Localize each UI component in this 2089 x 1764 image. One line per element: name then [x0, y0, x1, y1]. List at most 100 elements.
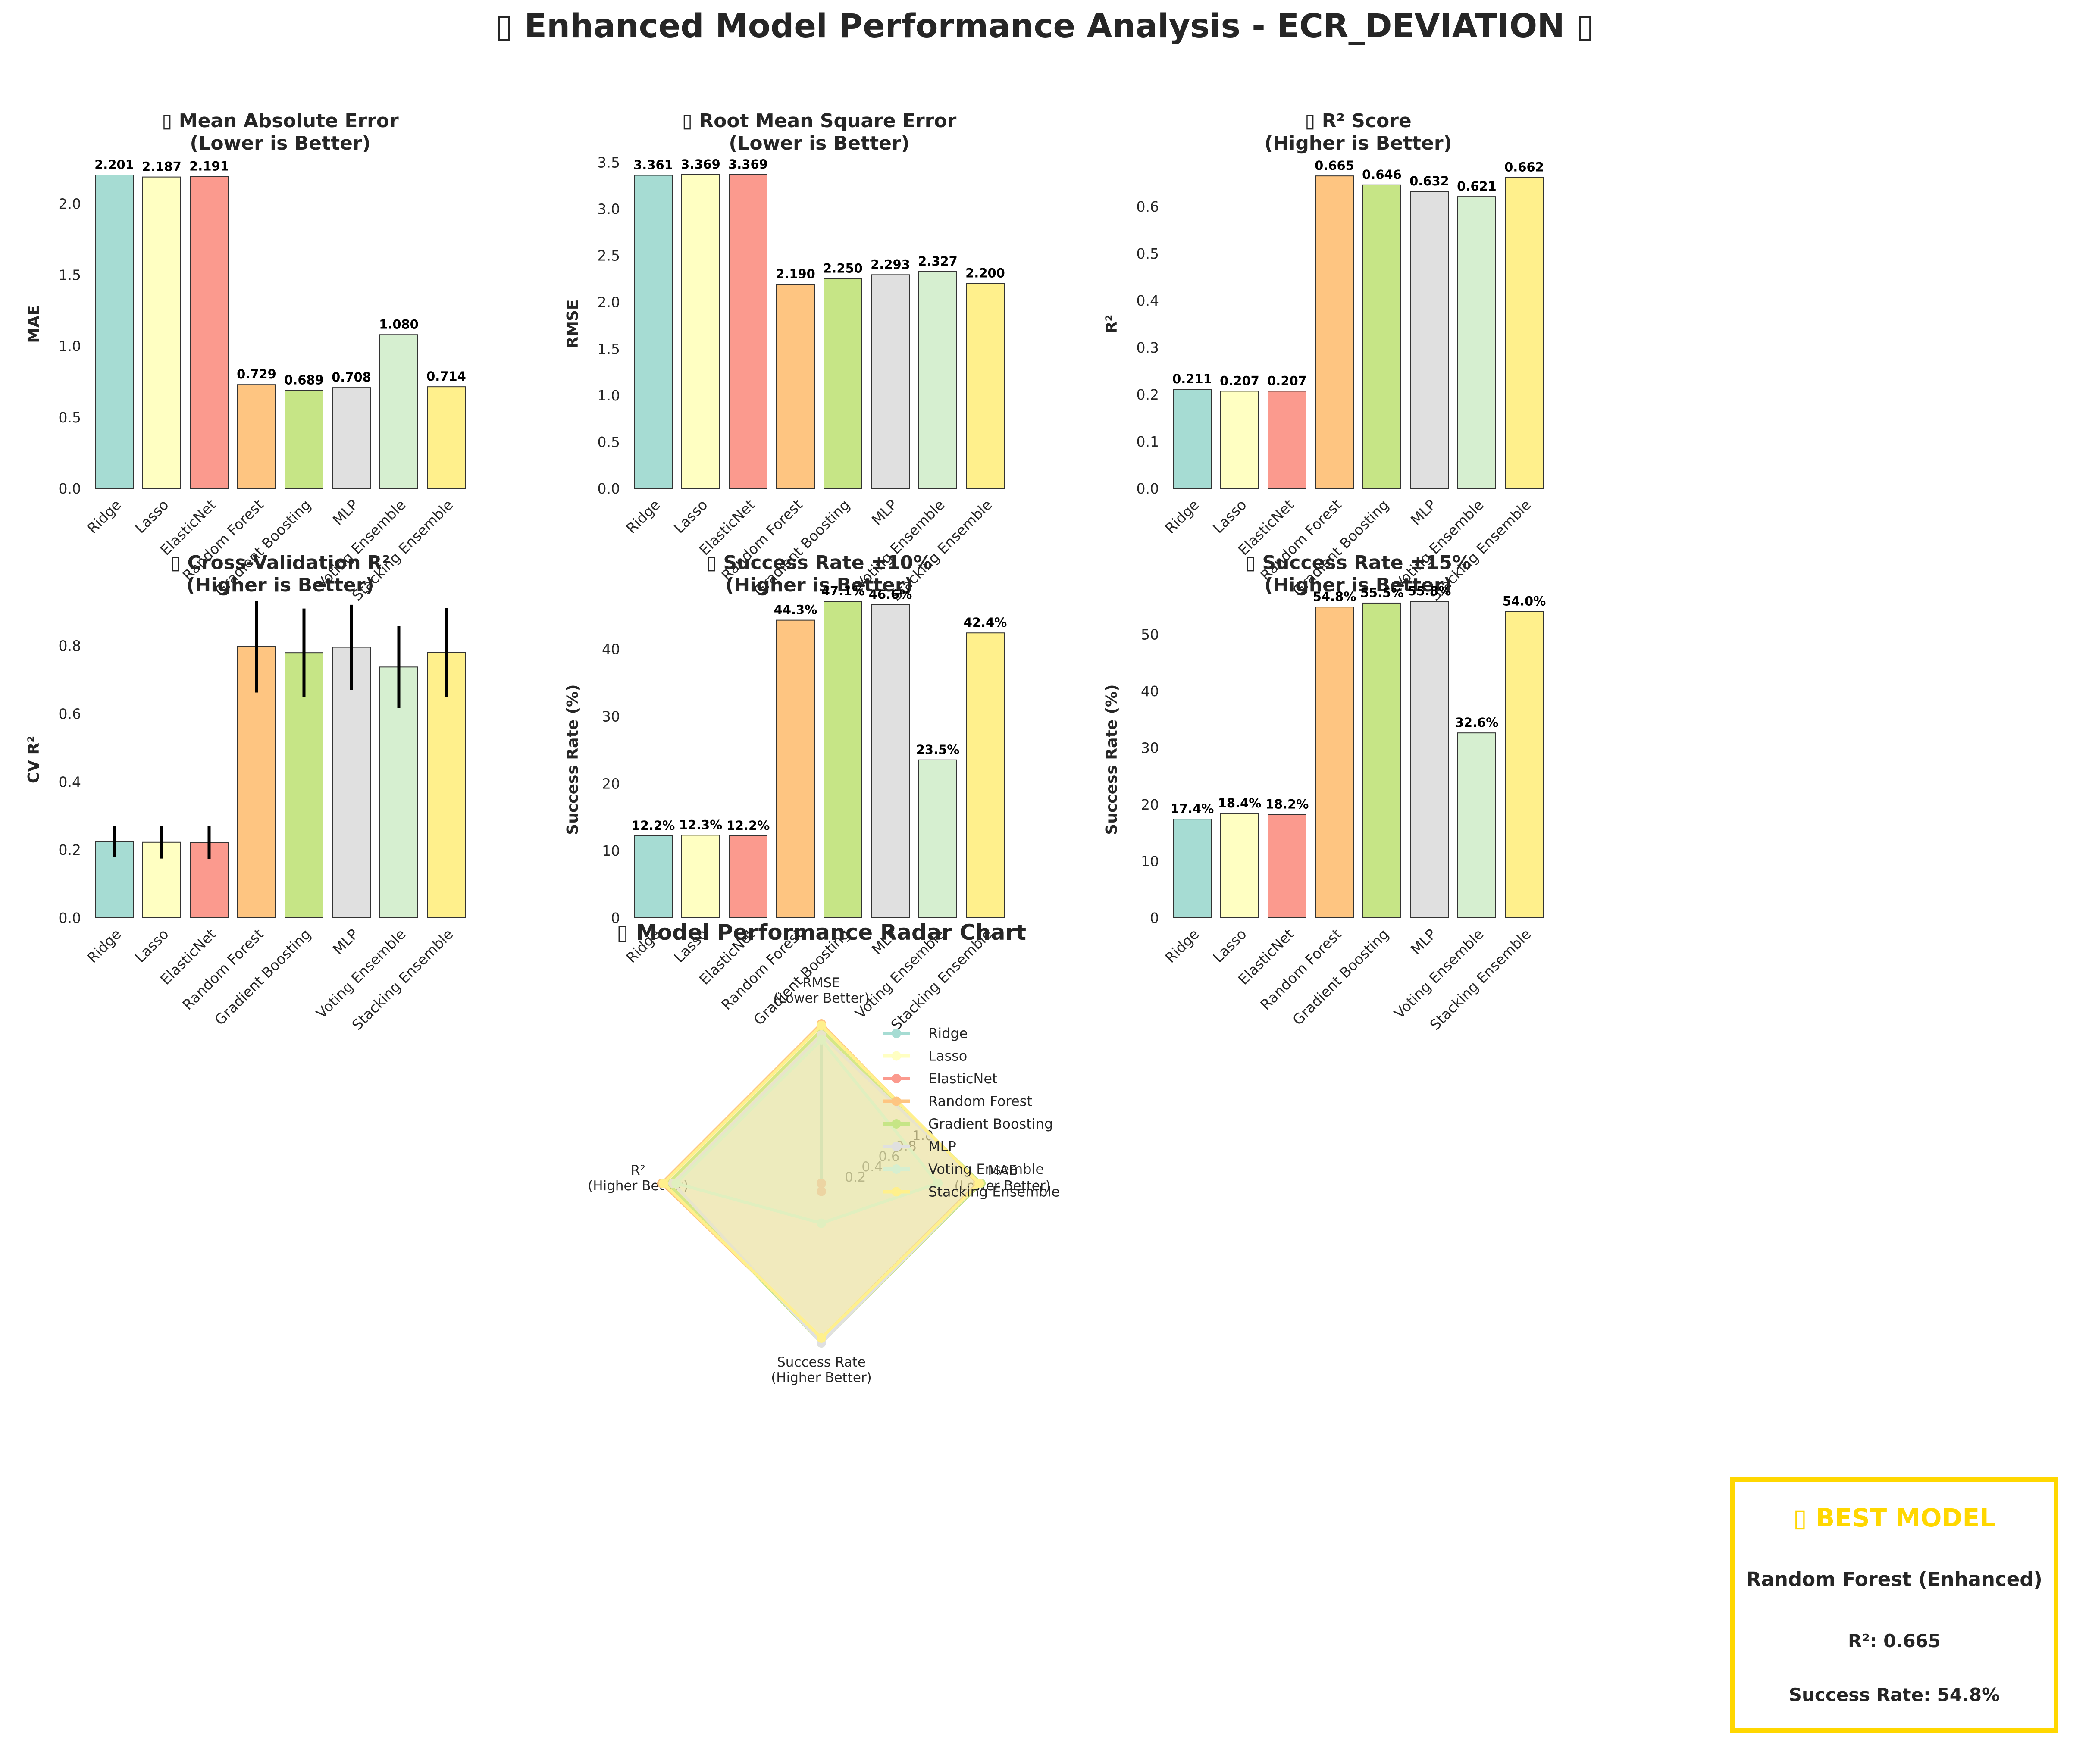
bar-chart-4: ▯ Cross-Validation R² (Higher is Better) C…: [25, 552, 466, 1033]
y-tick-label: 10: [602, 842, 620, 859]
bar-gradient-boosting: [824, 278, 862, 489]
y-tick-label: 2.0: [598, 294, 620, 311]
bar-voting-ensemble: [379, 334, 418, 489]
value-label: 3.361: [633, 158, 673, 172]
y-tick-label: 10: [1141, 853, 1159, 869]
bar-chart-1: ▯ Mean Absolute Error (Lower is Better) MA…: [25, 110, 466, 604]
y-tick-label: 0.2: [1137, 386, 1159, 403]
y-tick-label: 3.5: [598, 154, 620, 171]
bar-stacking-ensemble: [966, 283, 1005, 489]
y-axis-label: Success Rate (%): [1103, 684, 1121, 835]
legend-label: Random Forest: [928, 1093, 1032, 1110]
value-label: 0.207: [1220, 373, 1259, 388]
value-label: 0.714: [426, 369, 466, 384]
legend-marker: [892, 1119, 901, 1129]
value-label: 3.369: [728, 157, 768, 172]
bar-stacking-ensemble: [966, 632, 1005, 918]
radar-r-tick: 0.6: [878, 1149, 899, 1164]
chart-title: ▯ Root Mean Square Error (Lower is Better…: [682, 110, 957, 154]
bar-chart-6: ▯ Success Rate ±15% (Higher is Better) Suc…: [1103, 552, 1546, 1033]
radar-r-tick: 0.4: [861, 1159, 883, 1175]
y-tick-label: 30: [1141, 739, 1159, 756]
best-model-success-rate: Success Rate: 54.8%: [1788, 1684, 2000, 1705]
value-label: 42.4%: [964, 615, 1007, 630]
x-tick-label: MLP: [868, 496, 901, 529]
value-label: 12.3%: [679, 817, 723, 832]
legend-label: Gradient Boosting: [928, 1116, 1053, 1132]
y-tick-label: 0: [611, 910, 620, 926]
bar-stacking-ensemble: [1505, 611, 1544, 918]
chart-title: ▯ Mean Absolute Error (Lower is Better): [162, 110, 399, 154]
value-label: 3.369: [681, 157, 720, 172]
legend-label: Ridge: [928, 1025, 968, 1042]
bar-voting-ensemble: [1457, 196, 1496, 489]
legend-label: Voting Ensemble: [928, 1161, 1044, 1177]
legend-marker: [892, 1164, 901, 1174]
y-tick-label: 0.3: [1137, 339, 1159, 356]
value-label: 0.646: [1362, 167, 1402, 182]
bar-random-forest: [1315, 175, 1354, 489]
radar-point: [974, 1179, 984, 1188]
bar-voting-ensemble: [1457, 732, 1496, 919]
y-tick-label: 2.5: [598, 247, 620, 264]
y-tick-label: 1.0: [59, 338, 81, 355]
value-label: 2.190: [776, 267, 815, 281]
x-tick-label: Lasso: [132, 926, 172, 966]
bar-lasso: [681, 835, 720, 919]
y-axis-label: CV R²: [25, 736, 43, 783]
legend-label: Stacking Ensemble: [928, 1184, 1060, 1200]
bar-voting-ensemble: [379, 666, 418, 918]
legend-marker: [892, 1074, 901, 1083]
y-tick-label: 2.0: [59, 195, 81, 212]
bar-random-forest: [1315, 607, 1354, 919]
y-tick-label: 0.0: [59, 480, 81, 497]
best-model-name: Random Forest (Enhanced): [1746, 1568, 2042, 1591]
radar-chart: ▯ Model Performance Radar Chart RMSE (Lowe…: [588, 920, 1060, 1386]
bar-mlp: [1410, 601, 1449, 918]
legend-marker: [892, 1029, 901, 1038]
value-label: 12.2%: [632, 818, 675, 833]
bar-chart-5: ▯ Success Rate ±10% (Higher is Better) Suc…: [564, 552, 1007, 1033]
legend-marker: [892, 1142, 901, 1151]
x-tick-label: Lasso: [670, 496, 711, 536]
x-tick-label: Ridge: [1162, 926, 1202, 966]
y-tick-label: 0.1: [1137, 433, 1159, 450]
y-axis-label: MAE: [25, 305, 43, 343]
legend-label: ElasticNet: [928, 1070, 998, 1087]
radar-legend: Ridge Lasso ElasticNet Random Forest Gradien…: [883, 1025, 1060, 1200]
legend-marker: [892, 1187, 901, 1197]
y-tick-label: 0.4: [1137, 292, 1159, 309]
radar-point: [817, 1186, 826, 1196]
y-tick-label: 0.5: [59, 409, 81, 426]
bar-ridge: [1173, 389, 1212, 489]
y-tick-label: 0.6: [59, 705, 81, 722]
bar-gradient-boosting: [1362, 184, 1401, 489]
chart-title: ▯ Model Performance Radar Chart: [617, 920, 1026, 945]
value-label: 2.200: [965, 266, 1005, 280]
value-label: 0.662: [1504, 160, 1544, 174]
radar-r-tick: 0.2: [845, 1170, 866, 1185]
bar-gradient-boosting: [824, 601, 862, 918]
bar-voting-ensemble: [918, 759, 957, 918]
bar-elasticnet: [1268, 814, 1306, 918]
y-tick-label: 0.4: [59, 773, 81, 790]
x-tick-label: Lasso: [132, 496, 172, 536]
chart-title: ▯ R² Score (Higher is Better): [1264, 110, 1452, 154]
bar-ridge: [95, 175, 134, 489]
value-label: 2.327: [918, 254, 958, 269]
value-label: 2.187: [142, 160, 182, 174]
x-tick-label: MLP: [329, 926, 362, 958]
x-tick-label: Random Forest: [179, 926, 266, 1013]
radar-point: [817, 1333, 826, 1343]
bar-lasso: [681, 174, 720, 489]
legend-label: Lasso: [928, 1048, 967, 1064]
radar-point: [817, 1179, 826, 1188]
y-tick-label: 20: [1141, 796, 1159, 813]
bar-lasso: [1220, 813, 1259, 918]
chart-title: ▯ Cross-Validation R² (Higher is Better): [170, 552, 390, 596]
bar-gradient-boosting: [1362, 602, 1401, 919]
chart-title: ▯ Success Rate ±15% (Higher is Better): [1245, 552, 1471, 596]
value-label: 0.708: [332, 370, 371, 385]
value-label: 55.5%: [1360, 585, 1404, 600]
